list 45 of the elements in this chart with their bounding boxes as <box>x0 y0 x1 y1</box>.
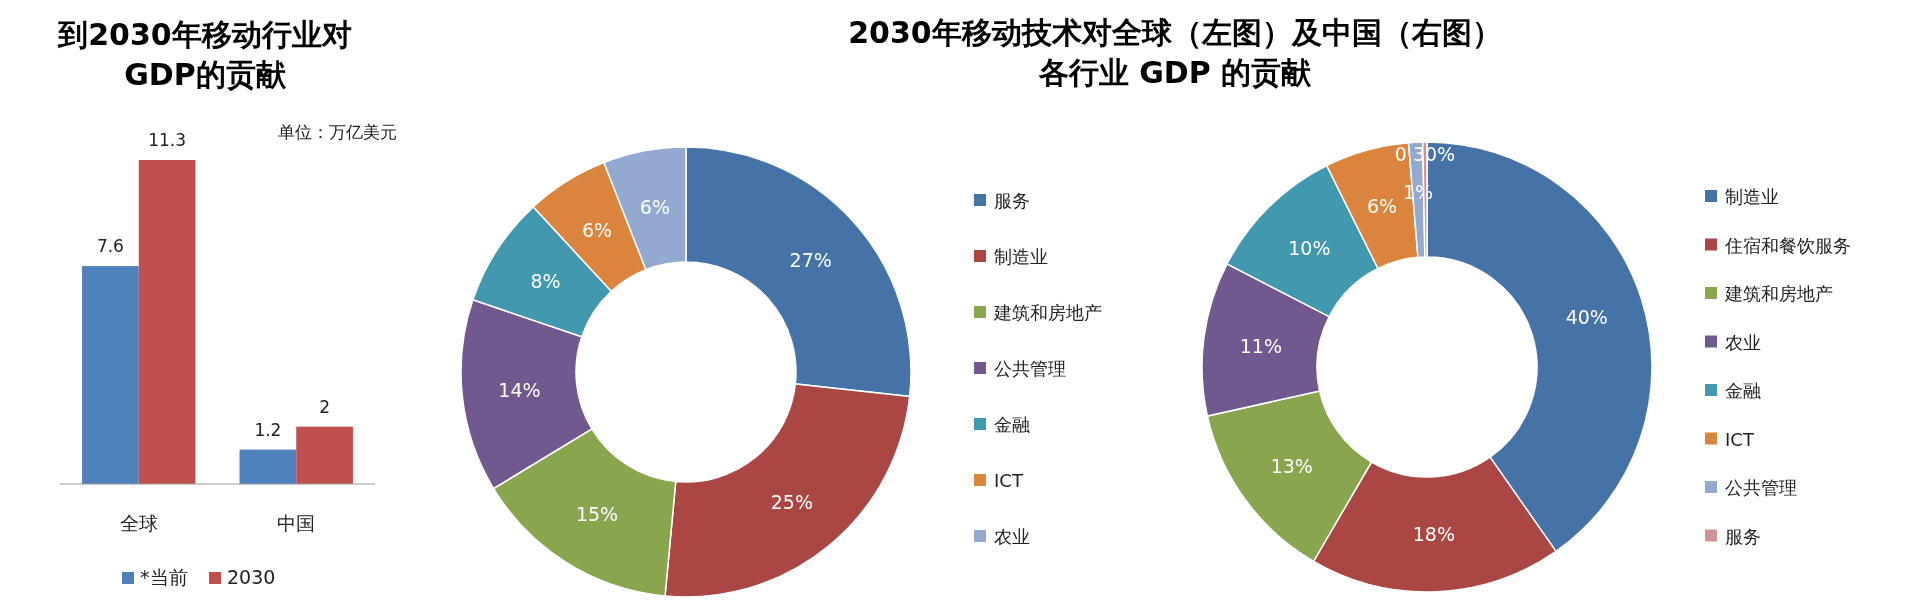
chart-title: 到2030年移动行业对 <box>57 17 352 52</box>
legend-label: 服务 <box>994 190 1030 211</box>
data-label: 27% <box>789 249 832 272</box>
legend-label: 建筑和房地产 <box>993 302 1102 323</box>
text: 各行业 GDP 的贡献 <box>1037 55 1313 90</box>
data-label: 6% <box>581 219 613 242</box>
data-label: 6% <box>1366 194 1398 217</box>
text: 2030年移动技术对全球（左图）及中国（右图） <box>848 15 1502 50</box>
legend-label: ICT <box>994 470 1024 491</box>
x-tick-label: 全球 <box>119 512 158 534</box>
x-tick-label: 中国 <box>277 512 316 534</box>
legend-label: ICT <box>1725 428 1755 450</box>
data-label: 25% <box>770 490 813 513</box>
legend-label: 公共管理 <box>1725 477 1797 498</box>
legend-label: 服务 <box>1725 525 1761 547</box>
legend-label: 公共管理 <box>994 358 1066 379</box>
data-label: 1.2 <box>254 419 282 440</box>
legend-label: 金融 <box>1725 380 1761 401</box>
data-label: 13% <box>1270 454 1313 477</box>
data-label: 18% <box>1412 523 1455 546</box>
data-label: 2 <box>319 396 331 417</box>
bar <box>82 266 139 484</box>
bar <box>138 160 196 484</box>
data-label: 14% <box>498 379 541 402</box>
data-label: 8% <box>530 269 561 292</box>
legend-label: 制造业 <box>994 246 1048 267</box>
legend-label: 制造业 <box>1725 186 1779 207</box>
data-label: 6% <box>639 196 670 219</box>
data-label: 7.6 <box>96 236 124 257</box>
data-label: 15% <box>575 502 619 525</box>
legend-label: 建筑和房地产 <box>1724 283 1833 304</box>
bar <box>239 449 297 484</box>
legend-label: 2030 <box>227 566 276 588</box>
data-label: 11.3 <box>148 130 187 150</box>
legend-label: 农业 <box>994 526 1030 547</box>
legend-label: *当前 <box>140 566 188 588</box>
bar <box>296 426 353 484</box>
legend-label: 农业 <box>1725 331 1761 353</box>
data-label: 10% <box>1288 236 1331 259</box>
data-label: 11% <box>1239 334 1282 357</box>
text: 单位：万亿美元 <box>278 122 397 142</box>
legend-label: 金融 <box>994 414 1030 435</box>
data-label: 40% <box>1565 305 1608 328</box>
legend-label: 住宿和餐饮服务 <box>1724 234 1851 256</box>
chart-subtitle: GDP的贡献 <box>124 57 287 92</box>
